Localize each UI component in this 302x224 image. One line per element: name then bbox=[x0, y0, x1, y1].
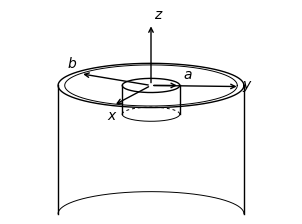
Text: b: b bbox=[67, 58, 76, 71]
Text: a: a bbox=[183, 68, 191, 82]
Text: y: y bbox=[243, 78, 251, 93]
Text: x: x bbox=[107, 109, 115, 123]
Text: z: z bbox=[154, 9, 162, 22]
